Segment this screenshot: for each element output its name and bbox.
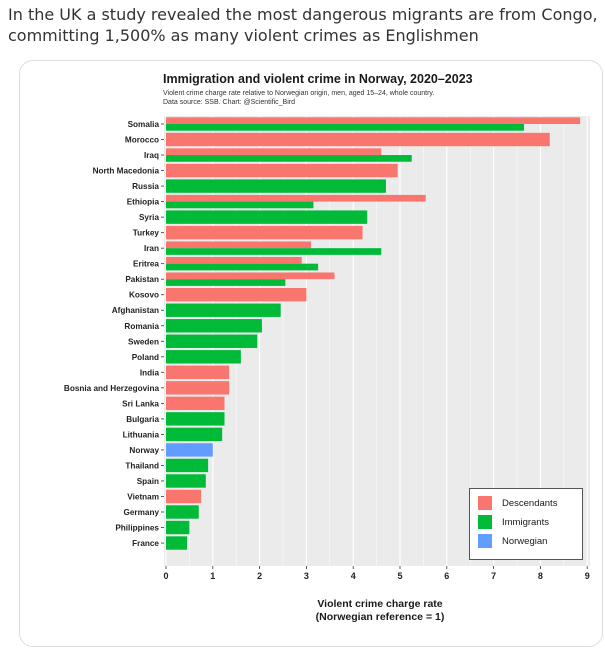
bar-immigrants <box>166 124 525 131</box>
y-tick-label: Poland <box>132 353 159 362</box>
x-tick-label: 0 <box>163 571 168 581</box>
x-tick-label: 8 <box>538 571 543 581</box>
bar-descendants <box>166 272 335 280</box>
x-tick-label: 3 <box>304 571 309 581</box>
bar-immigrants <box>166 210 368 224</box>
bar-descendants <box>166 225 363 240</box>
y-tick-label: Kosovo <box>129 291 159 300</box>
bar-descendants <box>166 288 307 302</box>
y-tick-label: France <box>132 539 159 548</box>
bar-descendants <box>166 365 230 380</box>
y-tick-label: North Macedonia <box>93 167 160 176</box>
y-tick-label: Sweden <box>128 337 159 346</box>
bar-immigrants <box>166 334 258 348</box>
bar-immigrants <box>166 412 225 426</box>
bar-descendants <box>166 256 302 264</box>
bar-descendants <box>166 381 230 395</box>
bar-descendants <box>166 241 312 249</box>
chart-legend: Descendants Immigrants Norwegian <box>469 488 583 560</box>
x-tick-label: 1 <box>210 571 215 581</box>
x-tick-label: 5 <box>397 571 402 581</box>
legend-label-descendants: Descendants <box>502 497 558 509</box>
bar-descendants <box>166 117 581 124</box>
y-tick-label: Ethiopia <box>127 198 160 207</box>
post-text-line-2: committing 1,500% as many violent crimes… <box>8 26 479 45</box>
bar-immigrants <box>166 520 190 535</box>
bar-immigrants <box>166 248 382 255</box>
y-tick-label: Afghanistan <box>112 306 159 315</box>
y-tick-label: Bosnia and Herzegovina <box>64 384 160 393</box>
post-text: In the UK a study revealed the most dang… <box>8 4 598 46</box>
y-tick-label: Bulgaria <box>126 415 159 424</box>
bar-immigrants <box>166 474 206 488</box>
bar-immigrants <box>166 458 209 473</box>
legend-swatch-immigrants <box>478 515 492 529</box>
chart-subtitle: Violent crime charge rate relative to No… <box>163 90 435 97</box>
bar-immigrants <box>166 179 386 193</box>
x-axis-label: Violent crime charge rate (Norwegian ref… <box>290 598 470 624</box>
y-tick-label: Syria <box>139 213 159 222</box>
bar-immigrants <box>166 536 188 550</box>
x-tick-label: 9 <box>585 571 590 581</box>
y-tick-label: Spain <box>137 477 159 486</box>
y-tick-label: Romania <box>124 322 159 331</box>
bar-immigrants <box>166 303 281 317</box>
bar-immigrants <box>166 505 199 519</box>
x-tick-label: 4 <box>351 571 356 581</box>
bar-descendants <box>166 194 426 202</box>
x-tick-label: 7 <box>491 571 496 581</box>
bar-descendants <box>166 132 550 147</box>
bar-immigrants <box>166 155 412 162</box>
y-tick-label: Russia <box>132 182 159 191</box>
bar-descendants <box>166 148 382 156</box>
y-tick-label: Eritrea <box>133 260 159 269</box>
bar-immigrants <box>166 319 262 333</box>
y-tick-label: Vietnam <box>127 492 159 501</box>
x-tick-label: 2 <box>257 571 262 581</box>
bar-immigrants <box>166 263 319 271</box>
y-tick-label: Sri Lanka <box>122 399 159 408</box>
post-text-line-1: In the UK a study revealed the most dang… <box>8 5 598 24</box>
bar-descendants <box>166 163 398 178</box>
bar-norwegian <box>166 443 213 457</box>
bar-immigrants <box>166 279 286 286</box>
y-tick-label: India <box>140 368 160 377</box>
legend-swatch-descendants <box>478 496 492 510</box>
y-tick-label: Iran <box>144 244 159 253</box>
y-tick-label: Somalia <box>128 120 160 129</box>
legend-label-norwegian: Norwegian <box>502 535 548 547</box>
chart-source: Data source: SSB. Chart: @Scientific_Bir… <box>163 99 295 106</box>
bar-immigrants <box>166 201 314 209</box>
y-tick-label: Germany <box>124 508 160 517</box>
y-tick-label: Norway <box>129 446 159 455</box>
y-tick-label: Turkey <box>133 229 160 238</box>
x-axis-label-line-1: Violent crime charge rate <box>317 598 443 610</box>
y-tick-label: Iraq <box>144 151 159 160</box>
legend-swatch-norwegian <box>478 534 492 548</box>
legend-item-norwegian: Norwegian <box>478 533 547 549</box>
bar-descendants <box>166 489 202 504</box>
legend-item-descendants: Descendants <box>478 495 557 511</box>
bar-immigrants <box>166 350 241 364</box>
y-tick-label: Morocco <box>125 136 159 145</box>
x-axis-label-line-2: (Norwegian reference = 1) <box>315 611 445 623</box>
y-tick-label: Lithuania <box>123 430 160 439</box>
y-tick-label: Thailand <box>125 461 159 470</box>
bar-immigrants <box>166 427 223 442</box>
chart-title: Immigration and violent crime in Norway,… <box>163 72 473 86</box>
legend-item-immigrants: Immigrants <box>478 514 549 530</box>
legend-label-immigrants: Immigrants <box>502 516 549 528</box>
x-tick-label: 6 <box>444 571 449 581</box>
y-tick-label: Pakistan <box>125 275 159 284</box>
bar-descendants <box>166 396 225 411</box>
y-tick-label: Philippines <box>115 524 159 533</box>
